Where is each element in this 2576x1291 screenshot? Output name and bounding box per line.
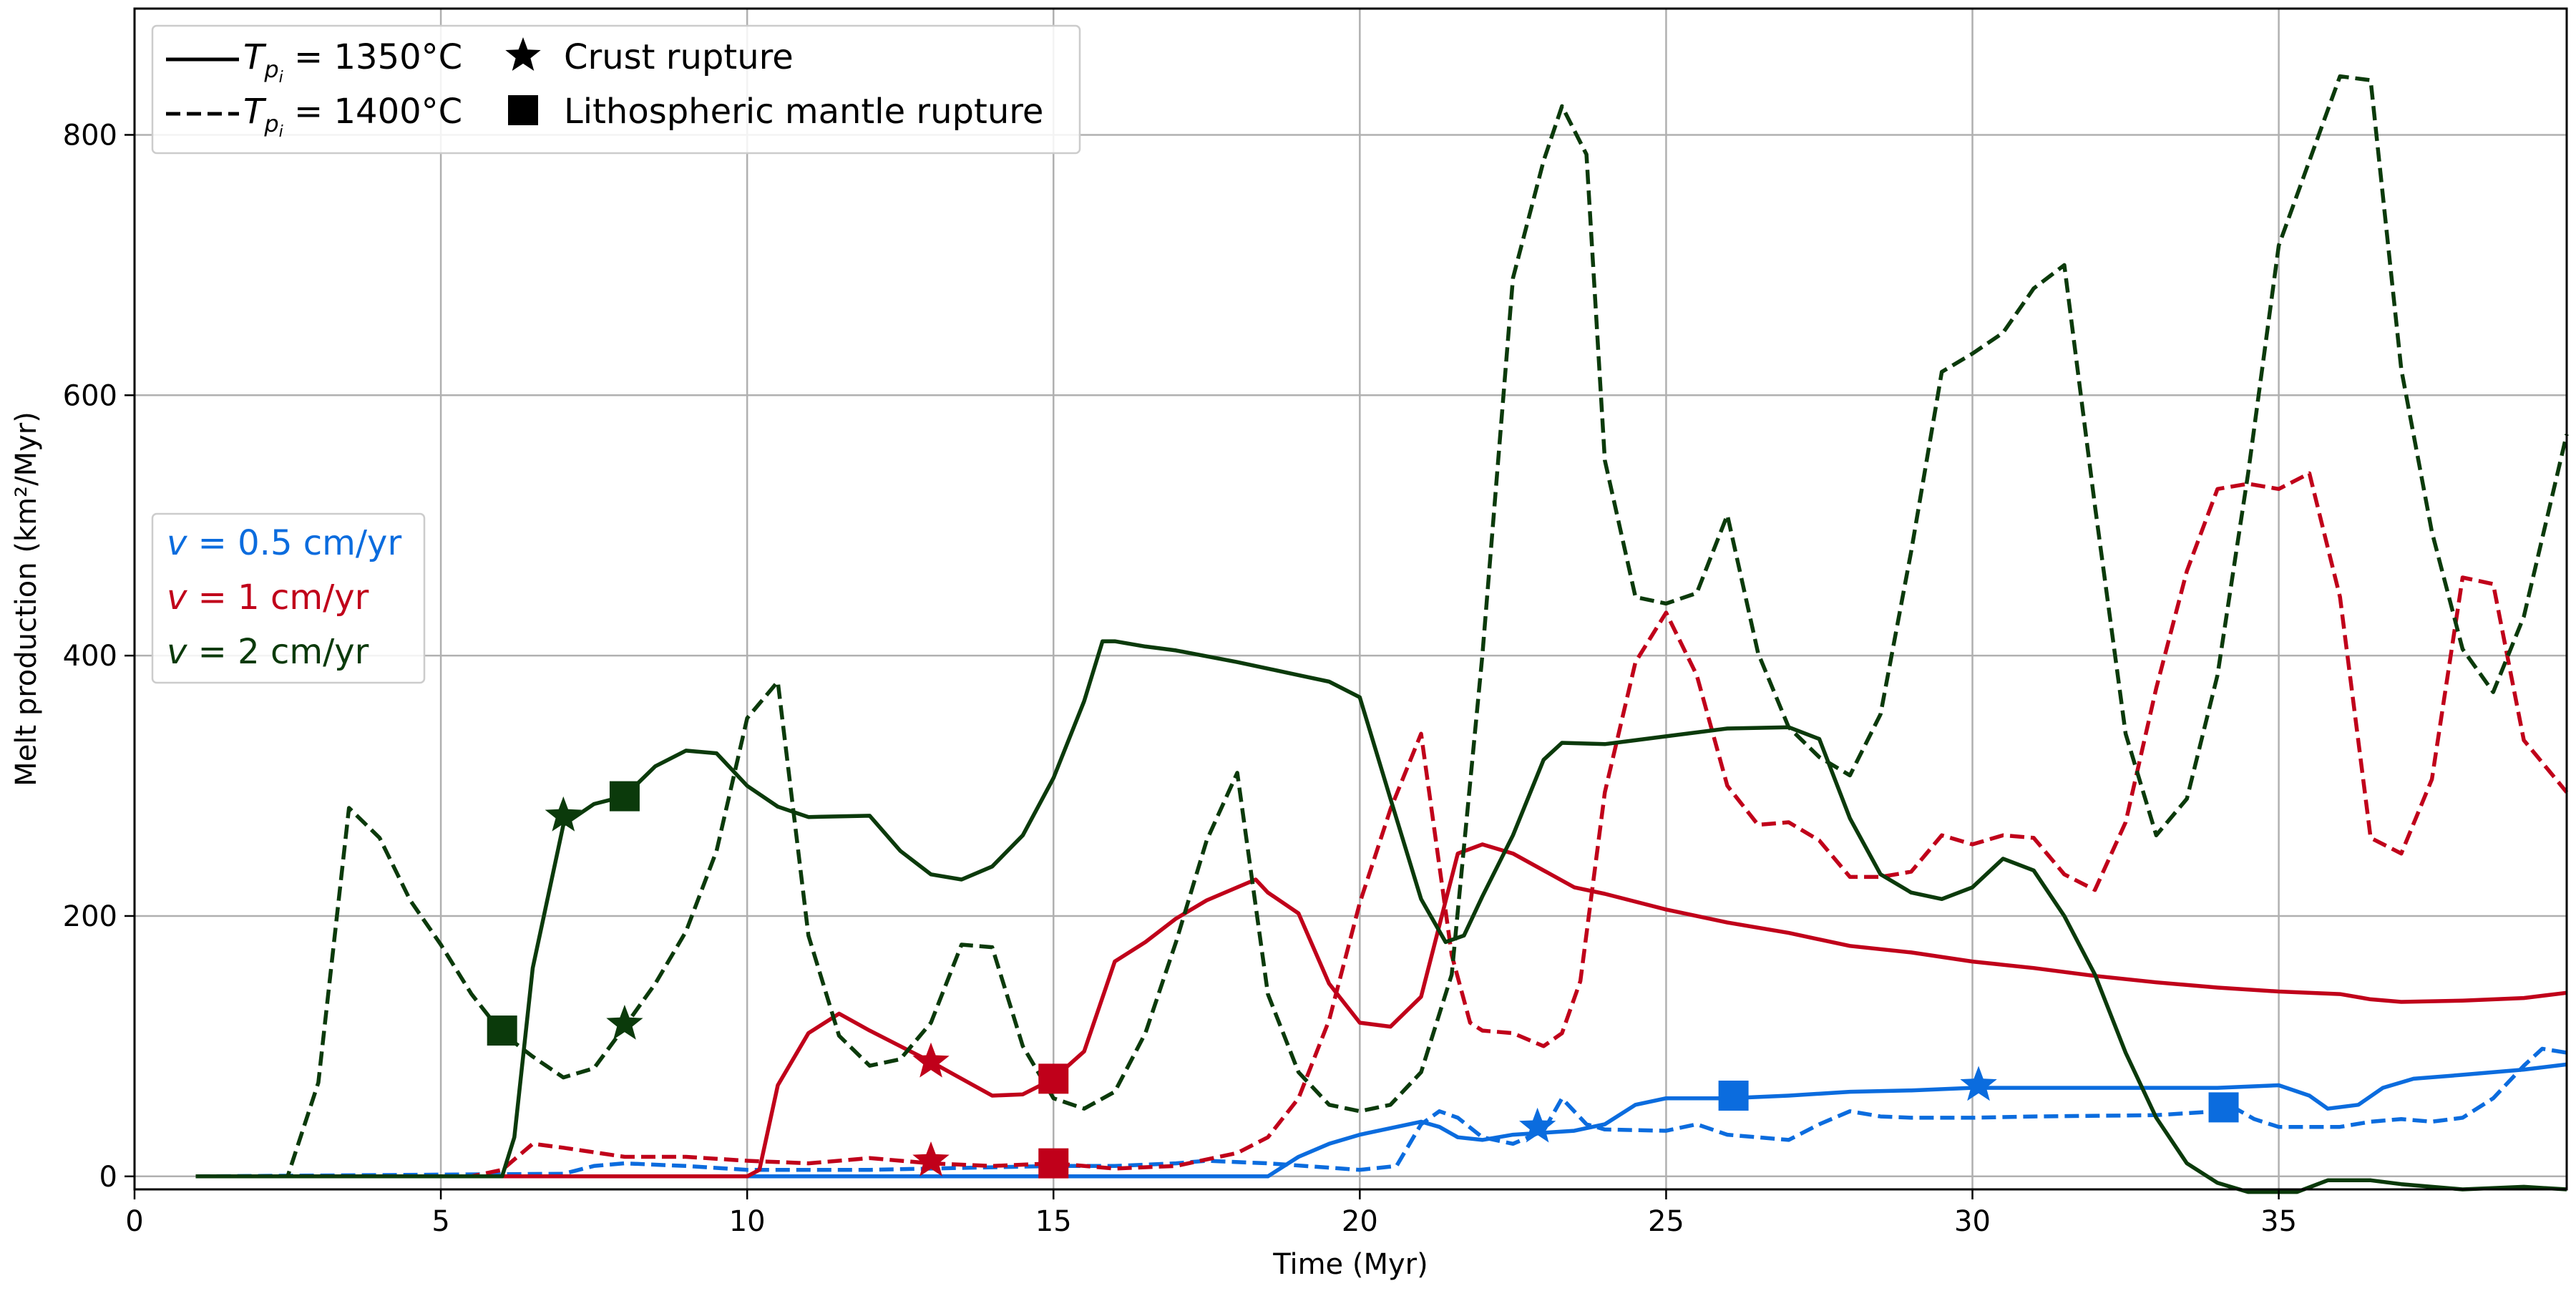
legend-box bbox=[151, 24, 1081, 155]
y-tick-label: 200 bbox=[63, 900, 117, 933]
plot-frame bbox=[133, 7, 2568, 1191]
legend-lithospheric-label: Lithospheric mantle rupture bbox=[564, 92, 1043, 132]
legend-rest: = 1350°C bbox=[283, 37, 462, 77]
x-tick-label: 0 bbox=[125, 1205, 143, 1238]
grid bbox=[133, 9, 2567, 1189]
lithospheric-mantle-rupture-marker bbox=[2208, 1092, 2239, 1123]
x-tick-label: 10 bbox=[729, 1205, 766, 1238]
legend-var: T bbox=[243, 37, 267, 77]
series-lines bbox=[195, 74, 2569, 1194]
x-tick-label: 20 bbox=[1342, 1205, 1378, 1238]
lithospheric-mantle-rupture-marker bbox=[487, 1015, 517, 1046]
legend-velocity: v = 0.5 cm/yrv = 1 cm/yrv = 2 cm/yr bbox=[151, 512, 426, 684]
velocity-value: = 2 cm/yr bbox=[187, 632, 369, 672]
y-tick-label: 600 bbox=[63, 379, 117, 412]
x-tick-label: 15 bbox=[1035, 1205, 1072, 1238]
x-tick-label: 5 bbox=[431, 1205, 449, 1238]
legend-rest: = 1400°C bbox=[283, 92, 462, 132]
crust-rupture-marker bbox=[912, 1042, 950, 1078]
series-line-0 bbox=[195, 1062, 2567, 1179]
velocity-value: = 0.5 cm/yr bbox=[187, 523, 401, 563]
velocity-value: = 1 cm/yr bbox=[187, 578, 369, 618]
velocity-var: v bbox=[167, 578, 187, 618]
velocity-legend-entry: v = 1 cm/yr bbox=[167, 578, 369, 618]
legend-crust-rupture-label: Crust rupture bbox=[564, 37, 794, 77]
legend-star-icon bbox=[505, 37, 541, 71]
velocity-legend-entry: v = 2 cm/yr bbox=[167, 632, 369, 672]
legend-subsub: i bbox=[279, 69, 283, 87]
velocity-legend-box bbox=[151, 512, 426, 684]
y-tick-label: 400 bbox=[63, 640, 117, 673]
velocity-var: v bbox=[167, 632, 187, 672]
y-axis-label: Melt production (km²/Myr) bbox=[10, 411, 43, 786]
y-tick-label: 800 bbox=[63, 119, 117, 152]
legend-sub: p bbox=[263, 56, 278, 83]
legend-square-icon bbox=[508, 95, 538, 125]
x-tick-label: 30 bbox=[1954, 1205, 1991, 1238]
lithospheric-mantle-rupture-marker bbox=[609, 781, 640, 812]
x-tick-label: 25 bbox=[1648, 1205, 1684, 1238]
x-axis-label: Time (Myr) bbox=[1272, 1248, 1428, 1281]
series-line-1 bbox=[195, 1046, 2567, 1179]
rupture-markers bbox=[487, 781, 2239, 1179]
legend-var: T bbox=[243, 92, 267, 132]
legend-temperature-label: Tpi = 1350°C bbox=[243, 37, 462, 87]
series-line-2 bbox=[195, 842, 2567, 1179]
legend-subsub: i bbox=[279, 123, 283, 141]
x-tick-label: 35 bbox=[2260, 1205, 2297, 1238]
crust-rupture-marker bbox=[1960, 1066, 1997, 1101]
crust-rupture-marker bbox=[912, 1141, 950, 1176]
lithospheric-mantle-rupture-marker bbox=[1038, 1063, 1069, 1094]
velocity-legend-entry: v = 0.5 cm/yr bbox=[167, 523, 401, 563]
crust-rupture-marker bbox=[1519, 1107, 1556, 1143]
legend-sub: p bbox=[263, 110, 278, 137]
axes: 0 5 10 15 20 25 30 35 0 200 400 600 800 bbox=[63, 119, 2297, 1238]
lithospheric-mantle-rupture-marker bbox=[1038, 1148, 1069, 1179]
crust-rupture-marker bbox=[606, 1005, 643, 1040]
crust-rupture-marker bbox=[545, 796, 582, 832]
lithospheric-mantle-rupture-marker bbox=[1718, 1081, 1749, 1111]
velocity-var: v bbox=[167, 523, 187, 563]
series-line-5 bbox=[195, 74, 2569, 1179]
y-tick-label: 0 bbox=[99, 1161, 117, 1194]
legend-temperature-label: Tpi = 1400°C bbox=[243, 92, 462, 141]
series-line-4 bbox=[195, 639, 2567, 1194]
series-line-3 bbox=[195, 471, 2569, 1179]
